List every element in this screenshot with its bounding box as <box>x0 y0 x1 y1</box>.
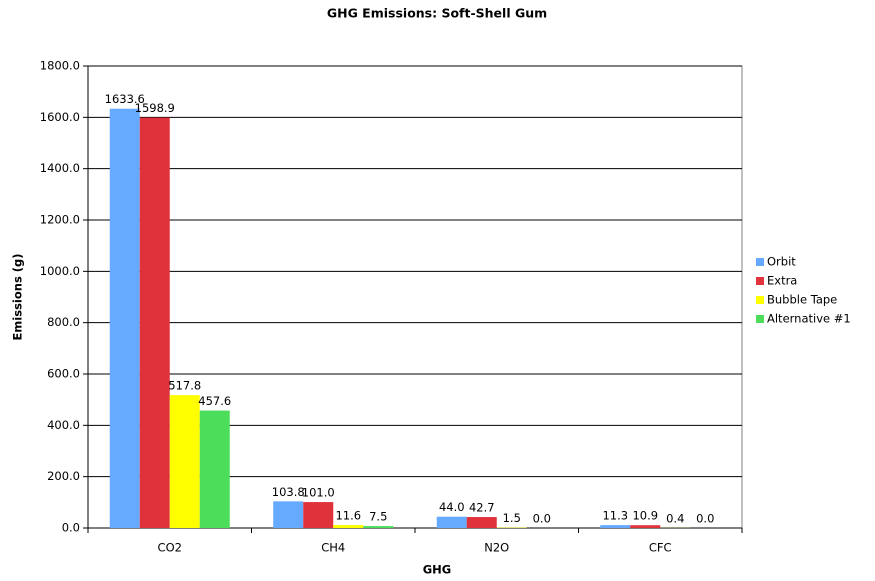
y-tick-label: 400.0 <box>47 418 80 432</box>
data-label: 44.0 <box>439 500 465 514</box>
bar <box>169 395 200 528</box>
y-tick-label: 1800.0 <box>40 59 80 73</box>
data-label: 0.0 <box>696 512 714 526</box>
legend-label: Orbit <box>767 255 796 269</box>
data-label: 0.4 <box>666 511 684 525</box>
data-label: 0.0 <box>533 512 551 526</box>
bar <box>273 501 304 528</box>
x-tick-label: CFC <box>649 541 672 555</box>
bar <box>630 525 661 528</box>
bar <box>199 410 230 528</box>
bar <box>303 502 334 528</box>
data-label: 517.8 <box>168 379 201 393</box>
data-label: 457.6 <box>198 394 231 408</box>
data-label: 11.6 <box>335 509 361 523</box>
data-label: 1.5 <box>503 511 521 525</box>
data-label: 1633.6 <box>105 92 145 106</box>
bar <box>333 525 364 528</box>
data-label: 11.3 <box>602 509 628 523</box>
data-label: 7.5 <box>369 510 387 524</box>
y-tick-label: 1400.0 <box>40 161 80 175</box>
y-tick-label: 600.0 <box>47 367 80 381</box>
x-tick-label: N2O <box>484 541 509 555</box>
data-label: 103.8 <box>272 485 305 499</box>
bar <box>363 526 394 528</box>
bar <box>109 108 140 528</box>
bar <box>139 117 170 529</box>
y-axis-title: Emissions (g) <box>11 253 25 340</box>
y-tick-label: 200.0 <box>47 469 80 483</box>
legend-swatch <box>756 277 764 285</box>
bar <box>466 517 497 528</box>
legend-label: Extra <box>767 274 797 288</box>
bar <box>436 516 467 528</box>
data-label: 1598.9 <box>135 101 175 115</box>
legend-label: Bubble Tape <box>767 293 837 307</box>
legend-swatch <box>756 315 764 323</box>
data-label: 10.9 <box>632 509 658 523</box>
legend-swatch <box>756 296 764 304</box>
data-label: 42.7 <box>469 501 495 515</box>
y-tick-label: 0.0 <box>62 521 80 535</box>
y-tick-label: 1600.0 <box>40 110 80 124</box>
bar <box>600 525 631 528</box>
chart-title: GHG Emissions: Soft-Shell Gum <box>327 6 547 21</box>
y-tick-label: 1200.0 <box>40 213 80 227</box>
y-tick-label: 800.0 <box>47 315 80 329</box>
data-label: 101.0 <box>302 486 335 500</box>
x-tick-label: CH4 <box>321 541 345 555</box>
y-tick-label: 1000.0 <box>40 264 80 278</box>
x-axis-title: GHG <box>423 563 452 577</box>
x-tick-label: CO2 <box>158 541 182 555</box>
legend-swatch <box>756 258 764 266</box>
legend-label: Alternative #1 <box>767 312 851 326</box>
